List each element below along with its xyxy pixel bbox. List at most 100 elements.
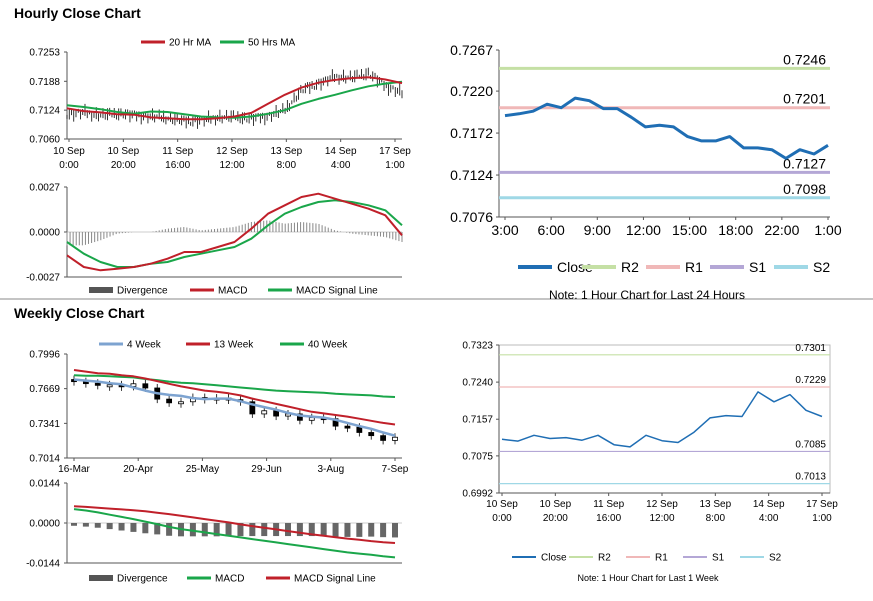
weekly-divergence-bar [368,523,375,537]
hourly-price-ytick: 0.7253 [29,48,60,59]
weekly-levels-level-label-s2: 0.7013 [795,472,826,483]
weekly-divergence-bar [142,523,149,534]
weekly-levels-level-label-r1: 0.7229 [795,375,826,386]
hourly-legend-50hr-swatch [220,40,244,44]
weekly-candle-body [249,401,256,415]
hourly-legend-signal-swatch [268,288,292,292]
hourly-price-xtick-time: 1:00 [385,160,405,171]
hourly-levels-level-label-r1: 0.7201 [783,91,826,107]
weekly-divergence-bar [249,523,256,537]
weekly-levels-ytick: 0.6992 [462,489,493,500]
hourly-levels-xtick: 6:00 [538,222,565,238]
weekly-candle-body [261,410,268,415]
weekly-40wk-ma-line [73,374,396,398]
weekly-levels-xtick-date: 10 Sep [539,499,571,510]
hourly-price-xtick-time: 20:00 [111,160,136,171]
weekly-section-title: Weekly Close Chart [14,305,145,321]
weekly-divergence-bar [356,523,363,537]
weekly-divergence-bar [308,523,315,537]
hourly-price-xtick-time: 4:00 [331,160,351,171]
weekly-divergence-bar [380,523,387,538]
hourly-price-ytick: 0.7188 [29,77,60,88]
weekly-levels-frame [498,344,831,494]
weekly-divergence-bar [201,523,208,537]
hourly-legend-20hr-swatch [141,40,165,44]
weekly-candle-body [392,436,398,441]
weekly-candle-body [308,417,315,421]
weekly-price-xtick: 16-Mar [58,464,90,475]
weekly-divergence-bar [332,523,339,537]
weekly-4wk-ma-line [73,378,396,437]
weekly-divergence-bar [166,523,173,536]
weekly-candle-body [380,435,387,441]
weekly-levels-legend-label-s1: S1 [712,553,725,564]
weekly-candle-body [368,432,375,437]
weekly-levels-close-line [501,391,823,448]
weekly-levels-ytick: 0.7240 [462,378,493,389]
weekly-price-xtick: 3-Aug [317,464,344,475]
hourly-price-ytick: 0.7060 [29,135,60,146]
weekly-13wk-ma-line [73,369,396,426]
weekly-divergence-bar [189,523,196,537]
weekly-legend-4wk-label: 4 Week [127,340,162,351]
weekly-legend-signal-swatch [266,576,290,580]
weekly-levels-xtick-date: 12 Sep [646,499,678,510]
hourly-levels-xtick: 3:00 [491,222,518,238]
weekly-levels-ytick: 0.7323 [462,341,493,352]
hourly-levels-level-label-s1: 0.7127 [783,155,826,171]
hourly-legend-divergence-swatch [89,287,113,293]
hourly-macd-signal-line [66,199,403,268]
weekly-levels-ytick: 0.7157 [462,415,493,426]
weekly-divergence-bar [296,523,303,537]
hourly-price-ytick: 0.7124 [29,106,60,117]
weekly-candle-body [166,398,173,404]
weekly-levels-level-label-r2: 0.7301 [795,343,826,354]
weekly-legend-signal-label: MACD Signal Line [294,574,376,585]
weekly-levels-legend-label-r1: R1 [655,553,668,564]
weekly-levels-xtick-date: 17 Sep [806,499,838,510]
weekly-candle-body [178,401,184,405]
weekly-levels-note: Note: 1 Hour Chart for Last 1 Week [578,573,719,583]
weekly-candle-body [273,410,280,417]
hourly-levels-xtick: 15:00 [672,222,707,238]
hourly-levels-note: Note: 1 Hour Chart for Last 24 Hours [549,288,745,302]
weekly-candle-body [344,425,351,429]
weekly-legend-divergence-label: Divergence [117,574,168,585]
weekly-levels-legend-label-close: Close [541,553,567,564]
hourly-levels-xtick: 18:00 [718,222,753,238]
hourly-levels-xtick: 9:00 [584,222,611,238]
weekly-levels-legend-label-s2: S2 [769,553,782,564]
weekly-macd-line [73,508,396,559]
weekly-divergence-bar [392,523,398,538]
hourly-levels-xtick: 1:00 [814,222,841,238]
hourly-legend-macd-swatch [190,288,214,292]
hourly-legend-divergence-label: Divergence [117,286,168,297]
weekly-levels-xtick-time: 16:00 [596,513,621,524]
hourly-levels-legend-label-r2: R2 [621,259,639,275]
weekly-legend-40wk-swatch [280,342,304,346]
weekly-divergence-bar [118,523,125,531]
hourly-50hr-ma-line [66,80,403,119]
hourly-price-xtick-date: 12 Sep [216,146,248,157]
hourly-levels-level-label-s2: 0.7098 [783,181,826,197]
weekly-legend-13wk-label: 13 Week [214,340,254,351]
weekly-legend-divergence-swatch [89,575,113,581]
weekly-divergence-bar [213,523,220,537]
weekly-legend-4wk-swatch [99,342,123,346]
weekly-divergence-bar [344,523,351,537]
hourly-price-xtick-time: 12:00 [219,160,244,171]
hourly-section-title: Hourly Close Chart [14,5,141,21]
weekly-divergence-bar [82,523,89,527]
weekly-levels-xtick-date: 11 Sep [593,499,624,510]
weekly-candle-body [94,382,101,386]
weekly-levels-xtick-time: 20:00 [543,513,568,524]
weekly-legend-macd-swatch [187,576,211,580]
hourly-macd-ytick: -0.0027 [26,273,60,284]
weekly-levels-xtick-time: 0:00 [492,513,512,524]
weekly-levels-level-label-s1: 0.7085 [795,439,826,450]
weekly-legend-40wk-label: 40 Week [308,340,348,351]
weekly-macd-ytick: 0.0144 [29,479,60,490]
hourly-levels-legend-label-r1: R1 [685,259,703,275]
weekly-candle-body [296,413,303,421]
weekly-price-xtick: 7-Sep [382,464,409,475]
